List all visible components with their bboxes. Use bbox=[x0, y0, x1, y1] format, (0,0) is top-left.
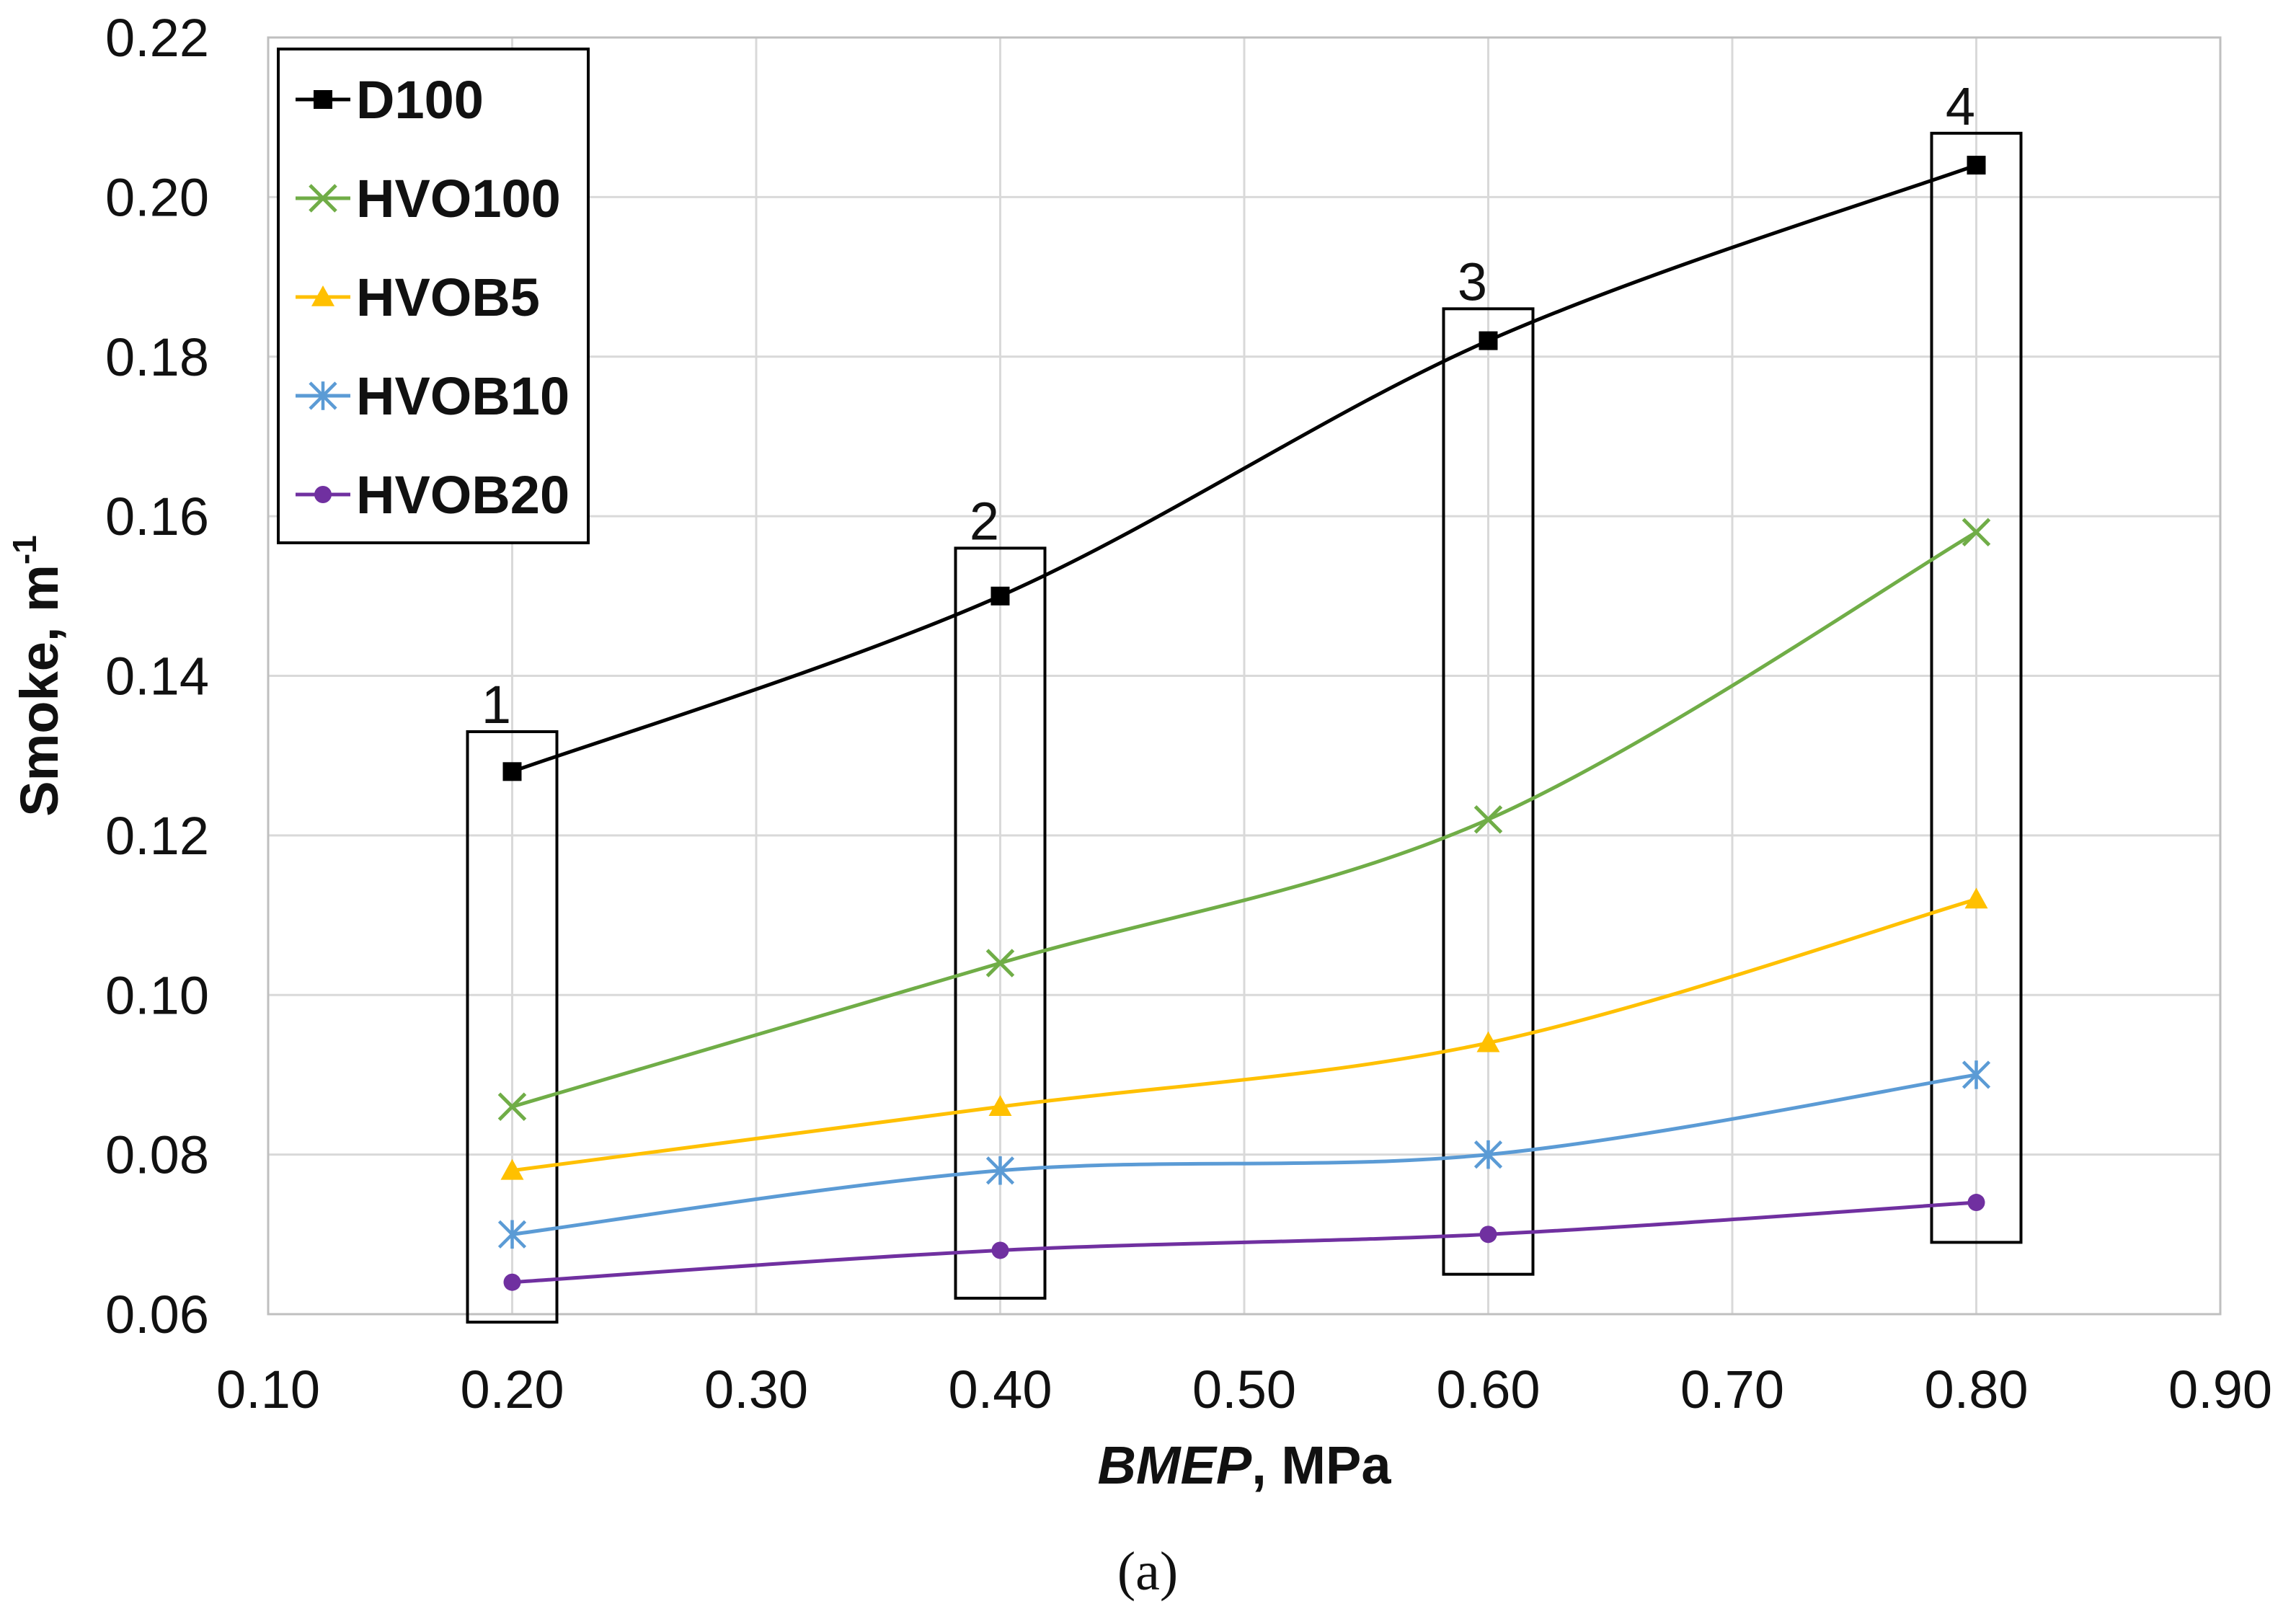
series-HVOB20 bbox=[503, 1194, 1985, 1291]
y-axis-tick-labels: 0.06 0.08 0.10 0.12 0.14 0.16 0.18 0.20 0.22 bbox=[105, 8, 209, 1344]
group-box-label-3: 3 bbox=[1458, 252, 1487, 311]
legend-label: HVO100 bbox=[356, 169, 561, 229]
y-tick-label: 0.14 bbox=[105, 647, 209, 706]
data-point-HVOB20 bbox=[1967, 1194, 1985, 1212]
x-axis-title: BMEP, MPa bbox=[1097, 1435, 1391, 1495]
legend-label: HVOB20 bbox=[356, 465, 569, 525]
data-point-D100 bbox=[1967, 156, 1986, 175]
data-point-HVOB10 bbox=[1962, 1060, 1991, 1089]
group-box-label-1: 1 bbox=[482, 675, 511, 735]
legend-item-HVOB20: HVOB20 bbox=[296, 465, 569, 525]
y-tick-label: 0.06 bbox=[105, 1285, 209, 1344]
group-box-label-2: 2 bbox=[970, 491, 999, 551]
x-tick-label: 0.70 bbox=[1680, 1360, 1784, 1419]
group-box-label-4: 4 bbox=[1946, 76, 1975, 136]
x-tick-label: 0.50 bbox=[1192, 1360, 1296, 1419]
legend-marker bbox=[314, 90, 332, 109]
group-box-3 bbox=[1442, 307, 1535, 1276]
y-tick-label: 0.22 bbox=[105, 8, 209, 68]
legend-marker bbox=[309, 381, 337, 410]
data-point-HVO100 bbox=[1962, 518, 1991, 547]
x-axis-tick-labels: 0.10 0.20 0.30 0.40 0.50 0.60 0.70 0.80 0.90 bbox=[216, 1360, 2272, 1419]
series-HVO100 bbox=[497, 518, 1991, 1121]
y-tick-label: 0.12 bbox=[105, 806, 209, 866]
legend-marker bbox=[309, 184, 337, 213]
x-tick-label: 0.10 bbox=[216, 1360, 320, 1419]
x-tick-label: 0.60 bbox=[1436, 1360, 1540, 1419]
data-point-HVO100 bbox=[985, 949, 1015, 978]
x-tick-label: 0.30 bbox=[704, 1360, 808, 1419]
data-point-D100 bbox=[1479, 331, 1498, 350]
data-point-HVOB5 bbox=[1964, 887, 1988, 909]
legend-label: HVOB5 bbox=[356, 267, 540, 327]
series-line-D100 bbox=[511, 163, 1977, 774]
x-axis-title-unit: , MPa bbox=[1251, 1435, 1391, 1495]
legend-marker bbox=[314, 486, 332, 503]
legend-label: HVOB10 bbox=[356, 366, 569, 426]
data-point-HVOB10 bbox=[1473, 1140, 1503, 1169]
y-tick-label: 0.08 bbox=[105, 1125, 209, 1185]
data-point-HVOB20 bbox=[1479, 1225, 1497, 1244]
series-HVOB10 bbox=[497, 1060, 1991, 1249]
data-point-HVOB20 bbox=[991, 1241, 1009, 1259]
data-point-HVOB5 bbox=[500, 1158, 524, 1180]
group-box-1 bbox=[466, 730, 559, 1324]
series-D100 bbox=[502, 156, 1986, 781]
legend-item-D100: D100 bbox=[296, 70, 484, 130]
data-point-HVOB5 bbox=[1476, 1031, 1500, 1052]
legend-item-HVOB10: HVOB10 bbox=[296, 366, 569, 426]
plot-border bbox=[267, 36, 2222, 1316]
y-axis-title-base: Smoke, m bbox=[9, 564, 69, 817]
y-tick-label: 0.20 bbox=[105, 167, 209, 227]
x-tick-label: 0.80 bbox=[1924, 1360, 2028, 1419]
data-series bbox=[497, 156, 1991, 1291]
legend-item-HVO100: HVO100 bbox=[296, 169, 561, 229]
data-point-HVOB10 bbox=[497, 1220, 527, 1249]
y-tick-label: 0.16 bbox=[105, 487, 209, 546]
data-point-D100 bbox=[502, 762, 522, 781]
data-point-HVO100 bbox=[497, 1092, 527, 1121]
legend: D100 HVO100 HVOB5 HVOB10 HVOB20 bbox=[277, 48, 590, 544]
y-tick-label: 0.10 bbox=[105, 965, 209, 1025]
series-line-HVOB10 bbox=[512, 1073, 1977, 1236]
plot-area bbox=[267, 36, 2222, 1316]
figure-caption: (a) bbox=[1117, 1541, 1178, 1602]
data-point-HVOB5 bbox=[988, 1095, 1012, 1117]
y-axis-title: Smoke, m-1 bbox=[6, 535, 69, 817]
x-axis-title-italic: BMEP bbox=[1097, 1435, 1251, 1495]
series-line-HVOB5 bbox=[512, 897, 1977, 1173]
group-box-4 bbox=[1930, 131, 2023, 1244]
legend-label: D100 bbox=[356, 70, 484, 130]
data-point-D100 bbox=[990, 586, 1010, 606]
series-line-HVOB20 bbox=[512, 1200, 1977, 1285]
x-tick-label: 0.20 bbox=[460, 1360, 564, 1419]
data-point-HVOB20 bbox=[503, 1273, 521, 1291]
data-point-HVOB10 bbox=[985, 1156, 1015, 1185]
group-box-2 bbox=[954, 546, 1047, 1300]
legend-item-HVOB5: HVOB5 bbox=[296, 267, 540, 327]
y-axis-title-superscript: -1 bbox=[6, 535, 43, 564]
legend-marker bbox=[311, 285, 334, 306]
series-line-HVO100 bbox=[511, 531, 1977, 1109]
x-tick-label: 0.90 bbox=[2168, 1360, 2272, 1419]
y-tick-label: 0.18 bbox=[105, 327, 209, 387]
group-boxes: 1 2 3 4 bbox=[466, 76, 2023, 1324]
data-point-HVO100 bbox=[1473, 804, 1503, 834]
series-HVOB5 bbox=[500, 887, 1988, 1180]
x-tick-label: 0.40 bbox=[948, 1360, 1052, 1419]
